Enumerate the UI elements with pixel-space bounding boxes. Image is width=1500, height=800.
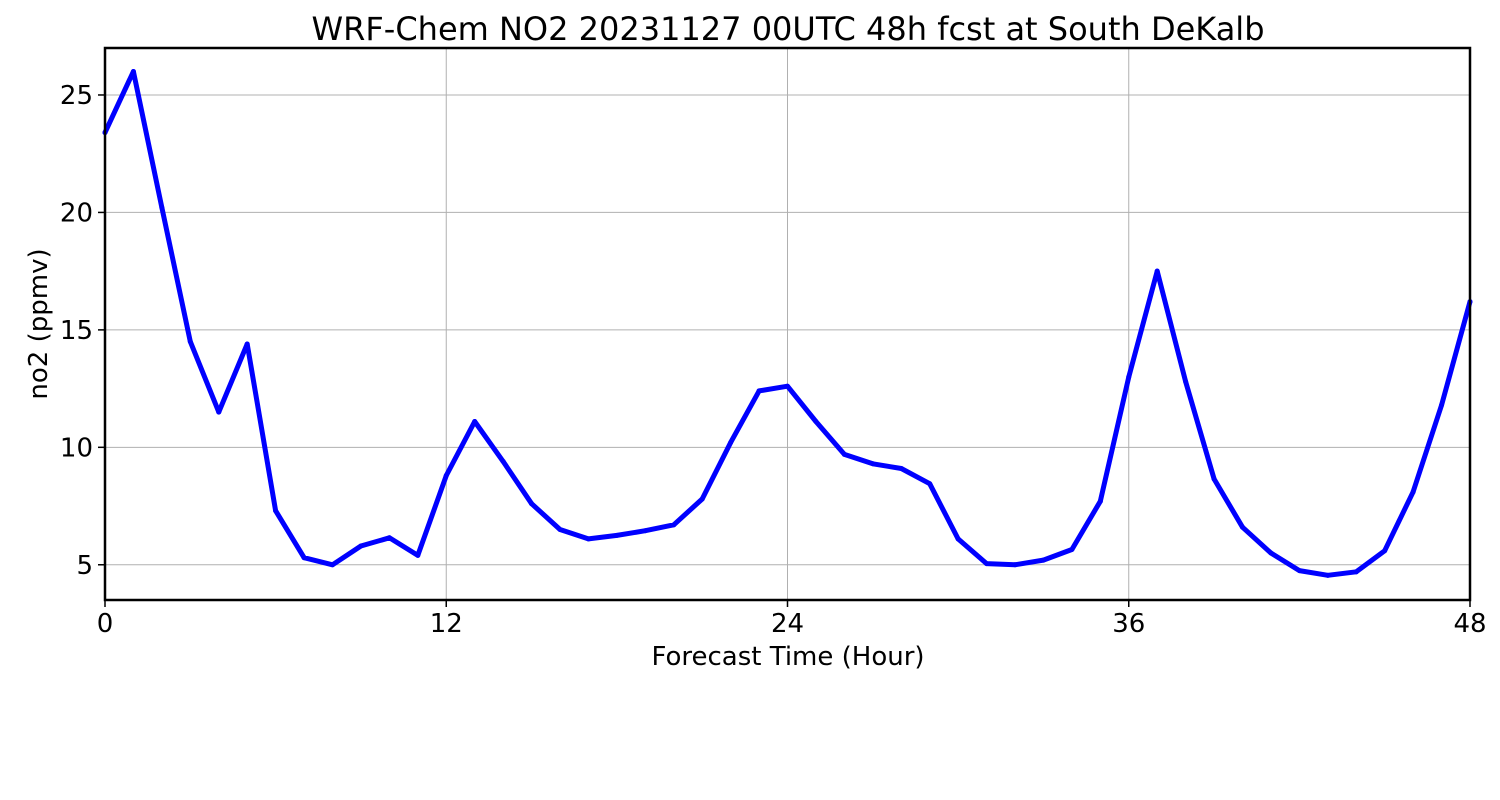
no2-data-point: [1012, 562, 1018, 568]
y-tick-label: 5: [76, 551, 93, 581]
no2-data-point: [870, 461, 876, 467]
no2-data-point: [585, 536, 591, 542]
no2-data-point: [1069, 546, 1075, 552]
no2-data-point: [1126, 374, 1132, 380]
no2-data-point: [1097, 498, 1103, 504]
no2-data-point: [1211, 476, 1217, 482]
no2-data-point: [1353, 569, 1359, 575]
no2-data-point: [1268, 550, 1274, 556]
no2-data-point: [642, 528, 648, 534]
x-tick-label: 36: [1112, 609, 1145, 639]
y-tick-label: 15: [60, 316, 93, 346]
no2-data-point: [614, 532, 620, 538]
no2-data-point: [841, 451, 847, 457]
no2-data-point: [927, 481, 933, 487]
no2-data-point: [898, 465, 904, 471]
no2-data-point: [500, 458, 506, 464]
no2-data-point: [187, 339, 193, 345]
y-axis-label: no2 (ppmv): [24, 248, 54, 399]
axis-ticks: 0 12 24 36 48 5 10 15 20 25: [60, 81, 1487, 639]
no2-data-point: [415, 552, 421, 558]
no2-data-point: [159, 205, 165, 211]
no2-data-point: [1296, 568, 1302, 574]
no2-data-point: [699, 496, 705, 502]
no2-data-point: [1325, 572, 1331, 578]
x-axis-label: Forecast Time (Hour): [651, 642, 924, 672]
x-tick-label: 48: [1453, 609, 1486, 639]
no2-data-point: [244, 341, 250, 347]
no2-data-point: [1154, 268, 1160, 274]
no2-data-point: [130, 68, 136, 74]
no2-data-point: [1183, 379, 1189, 385]
no2-data-point: [386, 535, 392, 541]
x-tick-label: 24: [771, 609, 804, 639]
no2-data-point: [1040, 557, 1046, 563]
no2-data-point: [529, 501, 535, 507]
no2-data-point: [1382, 548, 1388, 554]
no2-data-point: [301, 555, 307, 561]
y-tick-label: 10: [60, 433, 93, 463]
no2-data-point: [671, 522, 677, 528]
grid-lines: [104, 48, 1471, 600]
no2-data-point: [984, 561, 990, 567]
no2-data-point: [472, 418, 478, 424]
no2-data-point: [1240, 524, 1245, 530]
x-tick-label: 0: [97, 609, 114, 639]
no2-data-point: [273, 508, 279, 514]
no2-data-point: [557, 527, 563, 533]
chart-title: WRF-Chem NO2 20231127 00UTC 48h fcst at …: [312, 10, 1265, 48]
no2-data-point: [1410, 489, 1416, 495]
no2-data-point: [785, 383, 790, 389]
no2-data-point: [330, 562, 335, 568]
no2-data-point: [813, 418, 819, 424]
no2-data-point: [728, 440, 734, 446]
no2-data-point: [756, 388, 762, 394]
no2-data-point: [216, 409, 222, 415]
no2-data-point: [955, 536, 961, 542]
no2-data-point: [358, 543, 364, 549]
y-tick-label: 25: [60, 81, 93, 111]
no2-data-point: [443, 473, 449, 479]
y-tick-label: 20: [60, 198, 93, 228]
no2-data-point: [1439, 402, 1445, 408]
x-tick-label: 12: [430, 609, 463, 639]
